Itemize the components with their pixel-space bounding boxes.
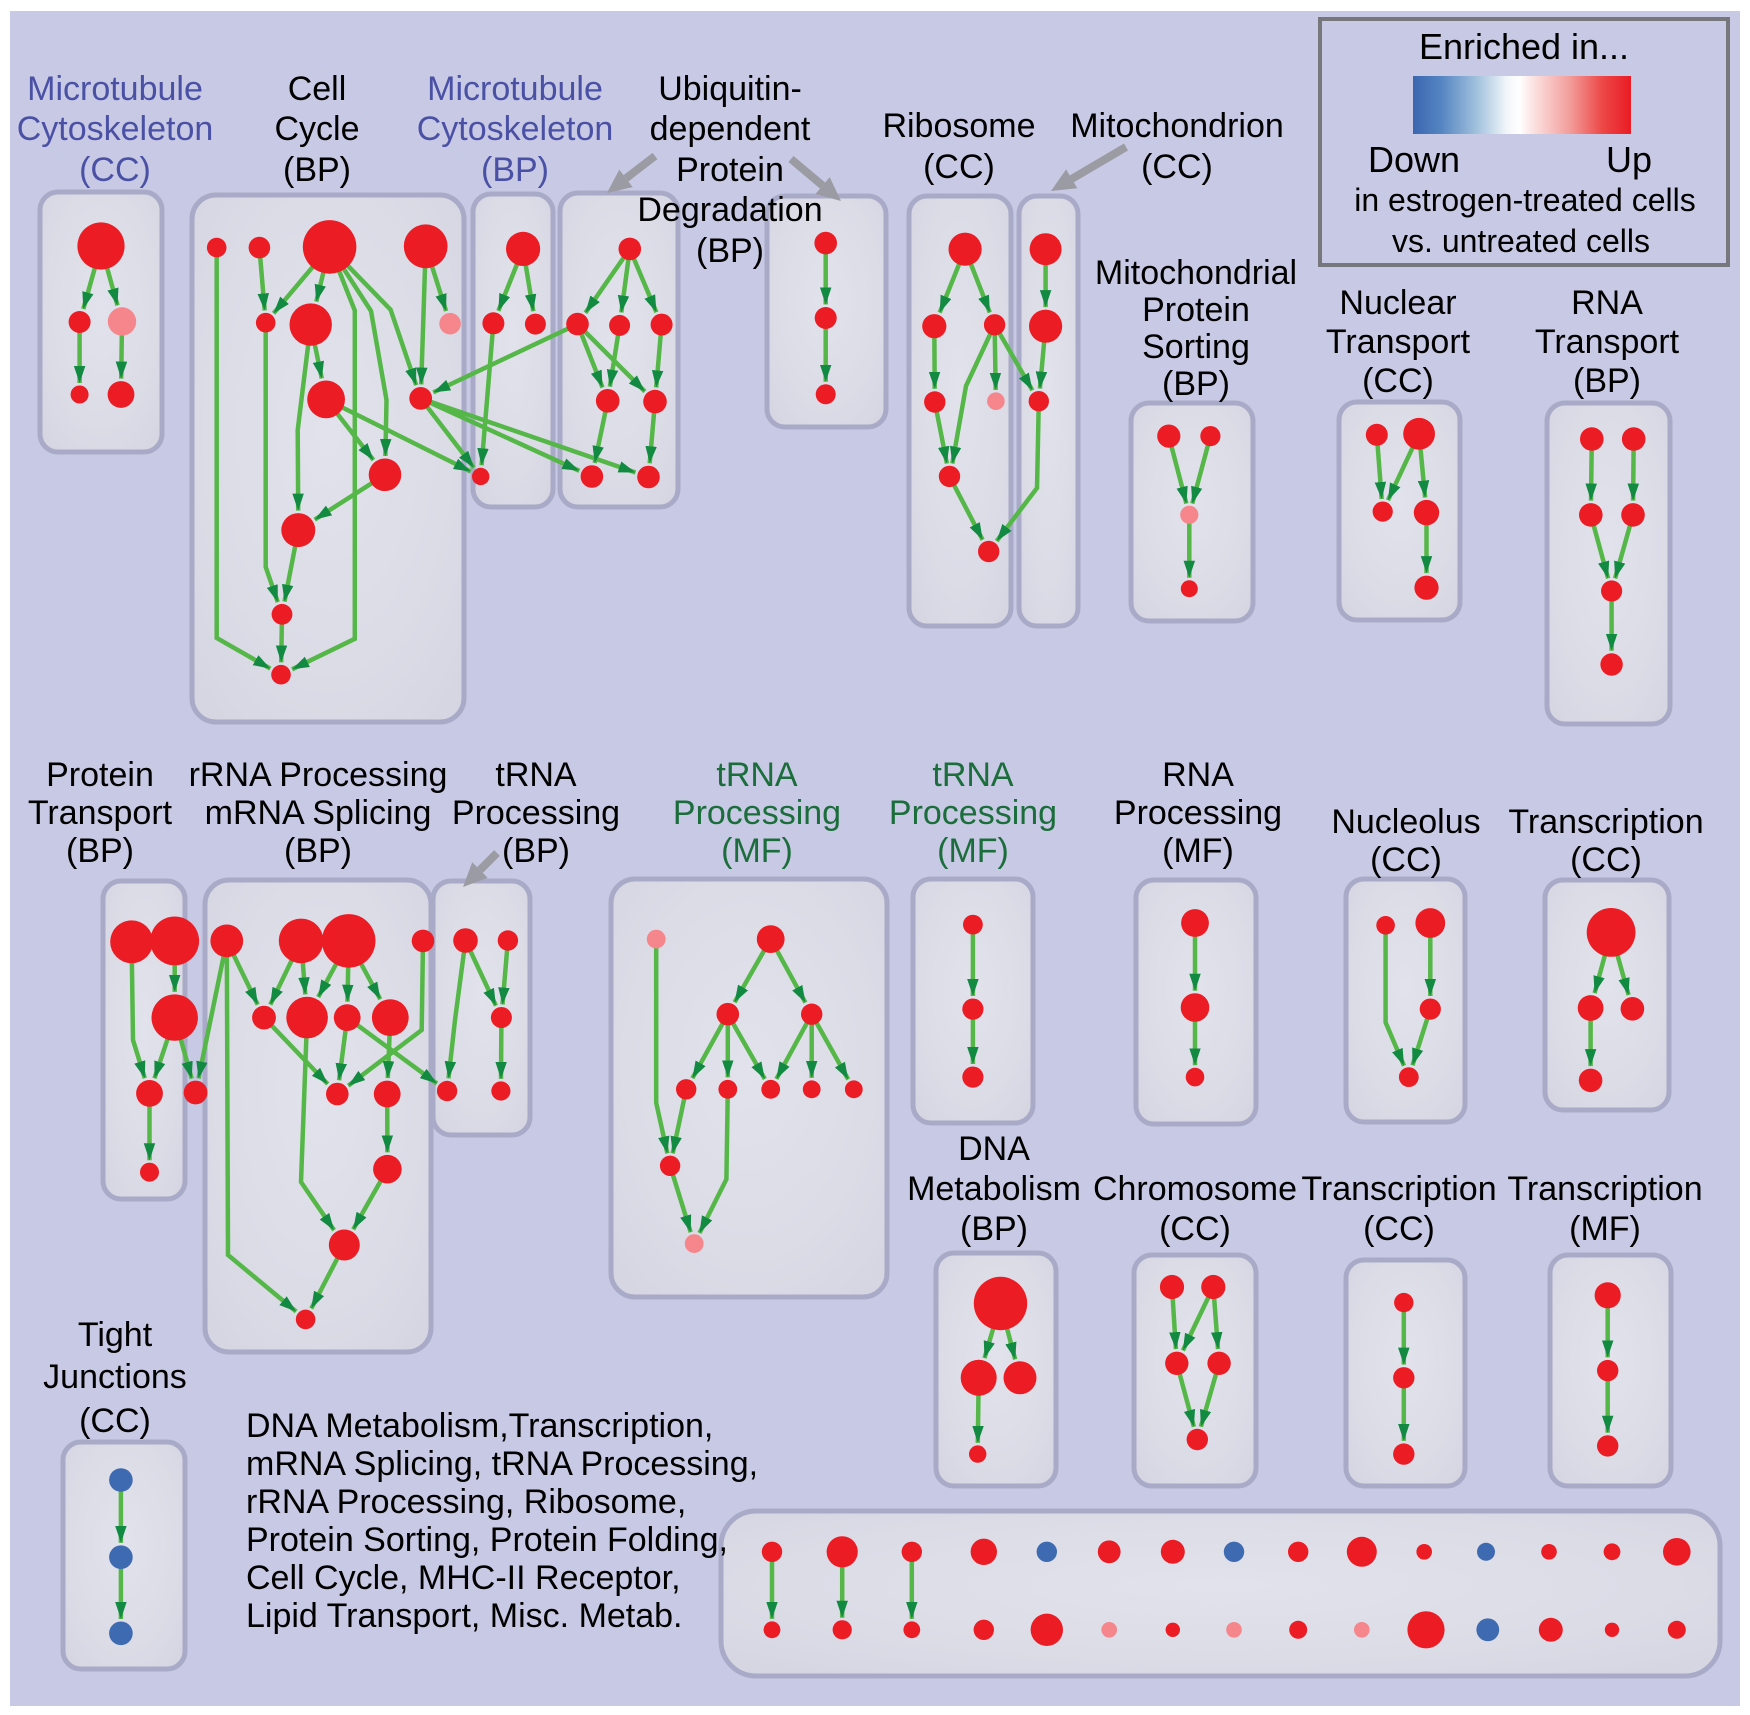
svg-text:(BP): (BP) [283, 151, 351, 189]
svg-text:Mitochondrial: Mitochondrial [1095, 254, 1297, 292]
svg-text:(BP): (BP) [696, 232, 764, 270]
svg-text:vs. untreated cells: vs. untreated cells [1392, 223, 1650, 259]
svg-text:mRNA Splicing, tRNA Processing: mRNA Splicing, tRNA Processing, [246, 1445, 758, 1483]
svg-text:Transcription: Transcription [1301, 1170, 1496, 1208]
svg-text:DNA Metabolism,Transcription,: DNA Metabolism,Transcription, [246, 1407, 713, 1445]
svg-text:Transcription: Transcription [1507, 1170, 1702, 1208]
svg-text:Processing: Processing [673, 794, 841, 832]
svg-text:Up: Up [1606, 139, 1652, 180]
svg-text:Transcription: Transcription [1508, 803, 1703, 841]
svg-text:Ubiquitin-: Ubiquitin- [658, 70, 802, 108]
svg-text:Down: Down [1368, 139, 1460, 180]
svg-text:Lipid Transport, Misc. Metab.: Lipid Transport, Misc. Metab. [246, 1597, 683, 1635]
svg-text:Cytoskeleton: Cytoskeleton [17, 110, 214, 148]
svg-text:(BP): (BP) [502, 832, 570, 870]
svg-text:Degradation: Degradation [637, 191, 822, 229]
svg-text:(BP): (BP) [284, 832, 352, 870]
svg-text:Chromosome: Chromosome [1093, 1170, 1297, 1208]
svg-text:(BP): (BP) [1162, 365, 1230, 403]
svg-text:(CC): (CC) [79, 1402, 151, 1440]
svg-text:DNA: DNA [958, 1130, 1030, 1168]
svg-text:RNA: RNA [1162, 756, 1234, 794]
svg-text:Cytoskeleton: Cytoskeleton [417, 110, 614, 148]
svg-text:Processing: Processing [1114, 794, 1282, 832]
svg-text:Junctions: Junctions [43, 1358, 187, 1396]
svg-text:Microtubule: Microtubule [427, 70, 603, 108]
svg-text:(MF): (MF) [1569, 1210, 1641, 1248]
svg-text:Transport: Transport [28, 794, 173, 832]
svg-text:Protein: Protein [676, 151, 784, 189]
svg-text:(BP): (BP) [66, 832, 134, 870]
svg-text:Metabolism: Metabolism [907, 1170, 1081, 1208]
svg-text:Mitochondrion: Mitochondrion [1070, 107, 1284, 145]
svg-text:(CC): (CC) [79, 151, 151, 189]
svg-text:Cell: Cell [288, 70, 347, 108]
svg-text:Ribosome: Ribosome [882, 107, 1035, 145]
svg-text:Processing: Processing [889, 794, 1057, 832]
svg-text:(CC): (CC) [1370, 841, 1442, 879]
svg-text:Transport: Transport [1535, 323, 1680, 361]
svg-text:(MF): (MF) [1162, 832, 1234, 870]
svg-text:Sorting: Sorting [1142, 328, 1250, 366]
svg-text:tRNA: tRNA [932, 756, 1014, 794]
svg-text:(CC): (CC) [1363, 1210, 1435, 1248]
svg-text:(MF): (MF) [937, 832, 1009, 870]
svg-text:(BP): (BP) [481, 151, 549, 189]
svg-text:Cell Cycle, MHC-II Receptor,: Cell Cycle, MHC-II Receptor, [246, 1559, 681, 1597]
svg-text:Tight: Tight [78, 1316, 153, 1354]
svg-text:Protein: Protein [1142, 291, 1250, 329]
svg-text:rRNA Processing, Ribosome,: rRNA Processing, Ribosome, [246, 1483, 686, 1521]
svg-text:tRNA: tRNA [495, 756, 577, 794]
svg-text:(CC): (CC) [1570, 841, 1642, 879]
svg-text:Enriched in...: Enriched in... [1419, 26, 1629, 67]
svg-text:dependent: dependent [650, 110, 811, 148]
svg-text:Nuclear: Nuclear [1339, 284, 1456, 322]
svg-text:Cycle: Cycle [274, 110, 359, 148]
svg-text:tRNA: tRNA [716, 756, 798, 794]
svg-text:RNA: RNA [1571, 284, 1643, 322]
svg-text:mRNA Splicing: mRNA Splicing [205, 794, 432, 832]
svg-text:(CC): (CC) [1362, 362, 1434, 400]
svg-text:in estrogen-treated cells: in estrogen-treated cells [1354, 182, 1696, 218]
svg-text:Protein: Protein [46, 756, 154, 794]
svg-text:(CC): (CC) [1141, 148, 1213, 186]
svg-text:Protein Sorting, Protein Foldi: Protein Sorting, Protein Folding, [246, 1521, 728, 1559]
svg-text:Transport: Transport [1326, 323, 1471, 361]
svg-text:Microtubule: Microtubule [27, 70, 203, 108]
svg-text:Processing: Processing [452, 794, 620, 832]
svg-text:rRNA Processing: rRNA Processing [189, 756, 448, 794]
svg-text:(CC): (CC) [923, 148, 995, 186]
svg-text:(MF): (MF) [721, 832, 793, 870]
svg-text:(BP): (BP) [1573, 362, 1641, 400]
svg-text:(CC): (CC) [1159, 1210, 1231, 1248]
svg-text:Nucleolus: Nucleolus [1331, 803, 1480, 841]
svg-text:(BP): (BP) [960, 1210, 1028, 1248]
